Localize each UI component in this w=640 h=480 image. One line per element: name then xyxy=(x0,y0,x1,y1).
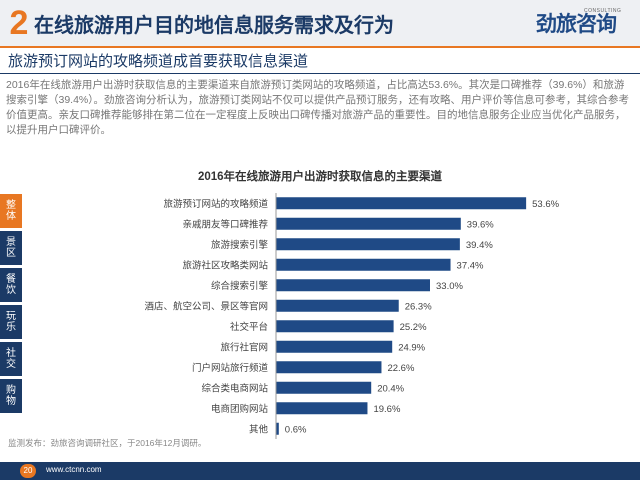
brand-logo: 劲旅咨询 CONSULTING xyxy=(536,8,634,40)
tab-4[interactable]: 社交 xyxy=(0,342,22,376)
tab-2[interactable]: 餐饮 xyxy=(0,268,22,302)
category-label: 旅游搜索引擎 xyxy=(211,239,269,251)
bar xyxy=(276,258,451,271)
value-label: 33.0% xyxy=(436,281,463,292)
header-bar: 2 在线旅游用户目的地信息服务需求及行为 劲旅咨询 CONSULTING xyxy=(0,0,640,46)
value-label: 26.3% xyxy=(405,301,432,312)
tab-0[interactable]: 整体 xyxy=(0,194,22,228)
bar xyxy=(276,279,430,292)
footer-bar xyxy=(0,462,640,480)
bar xyxy=(276,217,461,230)
bar xyxy=(276,361,382,374)
tab-3[interactable]: 玩乐 xyxy=(0,305,22,339)
tab-label: 社交 xyxy=(6,348,16,370)
value-label: 22.6% xyxy=(387,363,414,374)
section-subtitle: 旅游预订网站的攻略频道成首要获取信息渠道 xyxy=(8,53,309,70)
tab-5[interactable]: 购物 xyxy=(0,379,22,413)
category-label: 亲戚朋友等口碑推荐 xyxy=(182,218,268,230)
tab-1[interactable]: 景区 xyxy=(0,231,22,265)
category-label: 社交平台 xyxy=(230,321,268,333)
value-label: 20.4% xyxy=(377,383,404,394)
bar xyxy=(276,238,460,251)
category-label: 其他 xyxy=(249,423,269,435)
category-label: 综合类电商网站 xyxy=(201,382,268,394)
chart-title: 2016年在线旅游用户出游时获取信息的主要渠道 xyxy=(198,169,443,183)
tab-label: 餐饮 xyxy=(6,274,16,296)
value-label: 37.4% xyxy=(457,260,484,271)
bar xyxy=(276,402,368,415)
value-label: 39.4% xyxy=(466,240,493,251)
bar xyxy=(276,320,394,333)
tab-label: 整体 xyxy=(6,200,16,222)
value-label: 19.6% xyxy=(373,404,400,415)
page-number: 20 xyxy=(20,464,36,478)
bar xyxy=(276,299,399,312)
logo-text: 劲旅咨询 xyxy=(536,13,617,36)
page-title: 在线旅游用户目的地信息服务需求及行为 xyxy=(34,15,394,37)
category-label: 旅游社区攻略类网站 xyxy=(182,259,268,271)
logo-subtext: CONSULTING xyxy=(584,8,622,14)
source-note: 监测发布：劲旅咨询调研社区，于2016年12月调研。 xyxy=(8,438,207,448)
value-label: 0.6% xyxy=(285,424,307,435)
category-label: 旅行社官网 xyxy=(220,341,268,353)
bar xyxy=(276,381,372,394)
subtitle-divider xyxy=(0,73,640,74)
category-label: 旅游预订网站的攻略频道 xyxy=(163,198,268,210)
value-label: 53.6% xyxy=(532,199,559,210)
analysis-paragraph: 2016年在线旅游用户出游时获取信息的主要渠道来自旅游预订类网站的攻略频道，占比… xyxy=(6,79,630,136)
tab-label: 购物 xyxy=(6,385,16,407)
category-label: 综合搜索引擎 xyxy=(211,280,269,292)
header-divider xyxy=(0,46,640,48)
category-label: 电商团购网站 xyxy=(211,403,269,415)
value-label: 24.9% xyxy=(398,342,425,353)
bar xyxy=(276,197,527,210)
value-label: 39.6% xyxy=(467,219,494,230)
category-label: 门户网站旅行频道 xyxy=(192,362,269,374)
value-label: 25.2% xyxy=(400,322,427,333)
section-number: 2 xyxy=(9,4,29,42)
category-label: 酒店、航空公司、景区等官网 xyxy=(144,300,268,312)
bar xyxy=(276,340,393,353)
tab-label: 玩乐 xyxy=(6,311,16,333)
tab-label: 景区 xyxy=(6,237,16,259)
bar xyxy=(276,422,279,435)
footer-url: www.ctcnn.com xyxy=(46,465,102,474)
